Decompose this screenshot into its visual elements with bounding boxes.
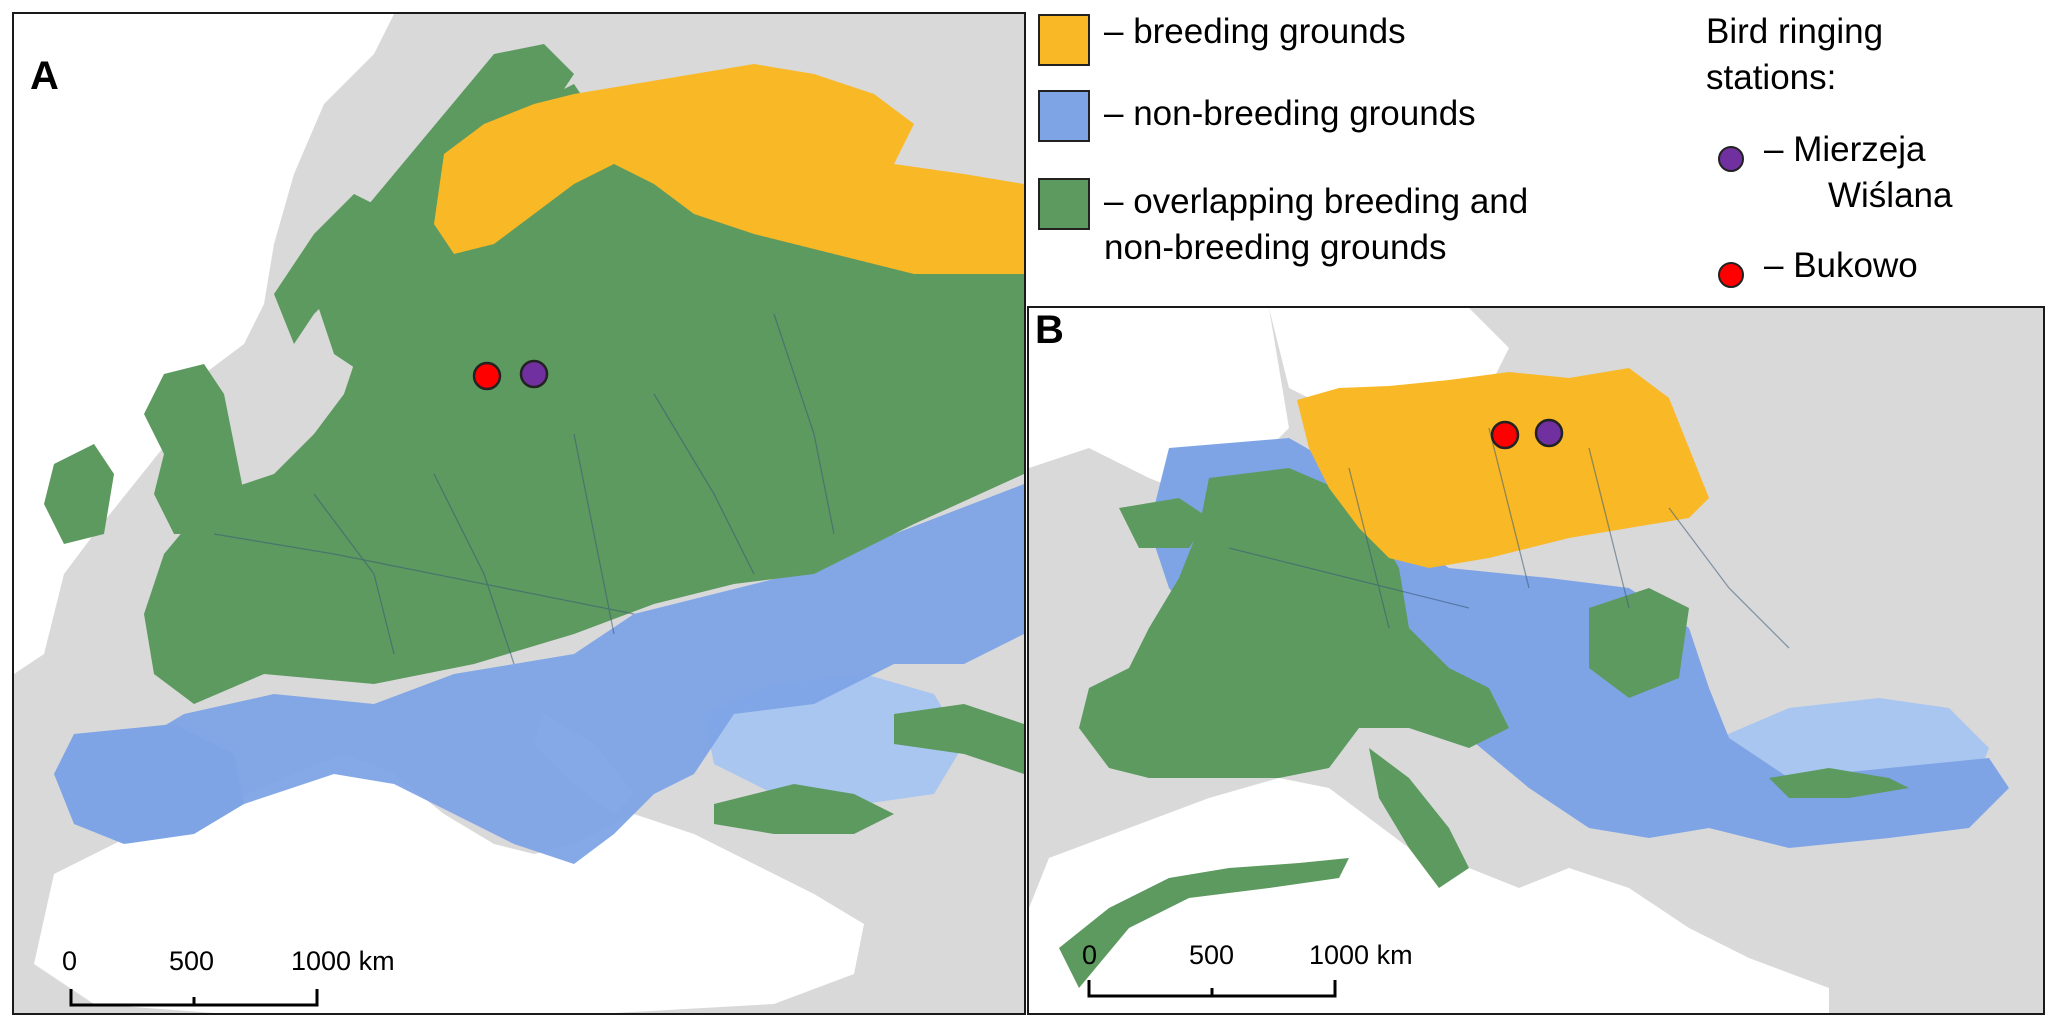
overlapping-anatolia-a [714,784,894,834]
overlapping-iberia-a [54,724,244,844]
overlapping-ireland-a [44,444,114,544]
scale-bar-b-ticks [1087,980,1337,998]
scale-bar-a-ticks [69,989,319,1007]
legend-label-breeding: – breeding grounds [1104,12,1406,51]
breeding-area-a [434,64,1024,274]
sea-mediterranean [34,754,864,1013]
legend-label-overlapping-1: – overlapping breeding and [1104,182,1529,221]
legend-station-mierzeja-dot [1718,146,1744,172]
scale-a-tick-500: 500 [169,946,215,976]
legend-station-bukowo-dot [1718,262,1744,288]
legend-swatch-non-breeding [1038,90,1090,142]
overlapping-uk-b [1119,498,1209,548]
scale-b-tick-500: 500 [1189,940,1235,970]
station-bukowo-b [1490,420,1520,450]
overlapping-italy-b [1369,748,1469,888]
map-panel-b: B 0 500 1000 km [1027,306,2045,1015]
map-a-canvas [14,14,1024,1013]
country-borders-b [1228,427,1790,649]
scale-b-tick-1000: 1000 km [1309,940,1413,970]
sea-mediterranean-b [1029,778,1829,1013]
station-mierzeja-b [1534,418,1564,448]
scale-bar-a [69,989,319,1009]
overlapping-balkans-b [1589,588,1689,698]
sea-north-atlantic [14,14,394,674]
overlapping-north-africa-b [1059,858,1349,988]
legend-swatch-overlapping [1038,178,1090,230]
panel-b-letter: B [1035,308,1064,352]
stations-title-2: stations: [1706,58,1837,97]
map-b-canvas [1029,308,2009,1013]
overlapping-british-isles-a [144,364,244,534]
legend-label-overlapping-2: non-breeding grounds [1104,228,1447,267]
scale-a-tick-0: 0 [62,946,78,976]
country-borders-a [213,313,835,665]
overlapping-anatolia-b [1769,768,1909,798]
legend-station-mierzeja-2: Wiślana [1828,176,1953,215]
map-panel-a: A 0 500 1000 km [12,12,1026,1015]
non-breeding-area-a [74,484,1024,864]
scale-a-tick-1000: 1000 km [291,946,395,976]
legend-label-non-breeding: – non-breeding grounds [1104,94,1476,133]
panel-a-letter: A [30,54,59,98]
legend-station-mierzeja-1: – Mierzeja [1764,130,1926,169]
station-mierzeja-a [519,359,549,389]
overlapping-area-b [1079,468,1509,778]
legend-swatch-breeding [1038,14,1090,66]
scale-bar-b [1087,980,1337,1000]
stations-title-1: Bird ringing [1706,12,1884,51]
overlapping-caucasus-a [894,704,1024,774]
station-bukowo-a [472,361,502,391]
scale-b-tick-0: 0 [1082,940,1098,970]
legend-station-bukowo: – Bukowo [1764,246,1918,285]
